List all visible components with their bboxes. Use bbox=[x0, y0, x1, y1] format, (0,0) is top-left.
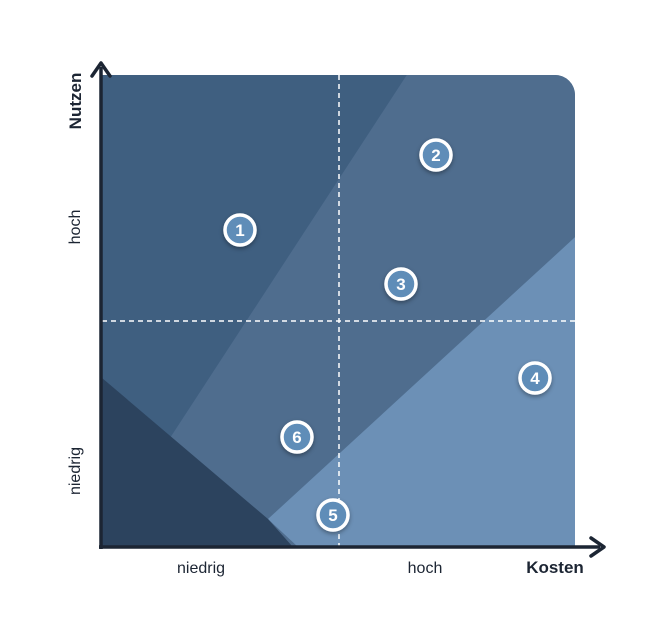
marker-number: 1 bbox=[235, 221, 244, 240]
marker-1: 1 bbox=[223, 213, 257, 247]
x-axis-title: Kosten bbox=[526, 558, 584, 577]
marker-circle bbox=[384, 267, 418, 301]
zone-bottom-left bbox=[102, 372, 300, 547]
axes bbox=[90, 61, 606, 558]
marker-number: 4 bbox=[530, 369, 540, 388]
zone-bottom-right bbox=[262, 228, 575, 547]
marker-3: 3 bbox=[384, 267, 418, 301]
marker-circle bbox=[419, 138, 453, 172]
y-axis-title: Nutzen bbox=[66, 73, 85, 130]
marker-circle bbox=[518, 361, 552, 395]
marker-number: 5 bbox=[328, 506, 337, 525]
markers: 1 2 3 4 5 6 bbox=[223, 138, 552, 532]
marker-6: 6 bbox=[280, 420, 314, 454]
y-tick-high: hoch bbox=[67, 210, 84, 245]
x-tick-high: hoch bbox=[408, 560, 443, 577]
marker-number: 3 bbox=[396, 275, 405, 294]
zone-middle-band bbox=[170, 75, 575, 547]
x-axis-arrow-icon bbox=[589, 536, 606, 558]
y-axis-arrow-icon bbox=[90, 61, 112, 78]
marker-number: 6 bbox=[292, 428, 301, 447]
marker-5: 5 bbox=[316, 498, 350, 532]
x-tick-low: niedrig bbox=[177, 560, 225, 577]
marker-4: 4 bbox=[518, 361, 552, 395]
y-tick-low: niedrig bbox=[67, 447, 84, 495]
marker-circle bbox=[280, 420, 314, 454]
marker-circle bbox=[223, 213, 257, 247]
marker-circle bbox=[316, 498, 350, 532]
marker-number: 2 bbox=[431, 146, 440, 165]
plot-area bbox=[102, 75, 575, 547]
marker-2: 2 bbox=[419, 138, 453, 172]
